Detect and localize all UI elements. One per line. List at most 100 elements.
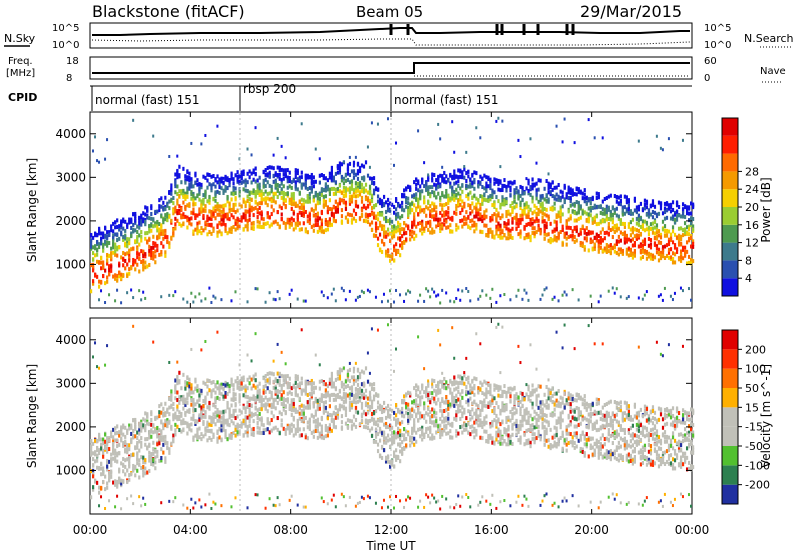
nave-label: Nave xyxy=(760,66,786,77)
power-mark xyxy=(264,168,267,173)
power-mark xyxy=(380,212,384,217)
power-mark xyxy=(429,230,432,235)
velocity-mark xyxy=(272,385,275,390)
power-mark xyxy=(106,275,109,280)
power-mark xyxy=(194,181,197,186)
velocity-mark xyxy=(174,387,177,392)
velocity-mark xyxy=(220,382,223,387)
power-mark xyxy=(501,230,504,235)
power-mark xyxy=(453,181,456,186)
power-mark xyxy=(447,225,450,230)
power-mark xyxy=(180,207,183,212)
power-mark xyxy=(531,199,534,204)
power-mark xyxy=(352,171,356,176)
power-mark xyxy=(350,181,354,186)
power-mark xyxy=(649,203,653,208)
power-mark xyxy=(136,239,139,244)
velocity-mark xyxy=(262,390,265,395)
velocity-mark xyxy=(282,401,285,406)
power-mark xyxy=(370,199,374,204)
power-mark xyxy=(599,219,602,224)
power-mark xyxy=(427,187,430,192)
velocity-mark xyxy=(232,430,235,435)
power-mark xyxy=(587,212,590,217)
power-mark xyxy=(296,168,299,173)
power-mark xyxy=(146,231,149,236)
power-mark xyxy=(403,227,406,232)
velocity-mark xyxy=(316,398,319,403)
velocity-mark xyxy=(230,403,233,408)
velocity-mark xyxy=(110,458,113,463)
velocity-mark xyxy=(188,392,191,397)
power-mark xyxy=(216,212,219,217)
power-mark xyxy=(525,177,528,181)
velocity-mark xyxy=(300,403,303,408)
velocity-mark xyxy=(206,424,209,429)
power-mark xyxy=(112,245,115,250)
power-mark xyxy=(435,186,438,191)
power-mark xyxy=(509,185,512,190)
power-mark xyxy=(366,288,369,292)
power-mark xyxy=(511,220,514,225)
power-mark xyxy=(681,228,685,233)
velocity-mark xyxy=(192,413,195,418)
power-mark xyxy=(403,299,406,303)
velocity-mark xyxy=(108,474,111,479)
velocity-mark xyxy=(244,423,247,428)
power-mark xyxy=(318,228,321,233)
power-mark xyxy=(222,207,225,212)
power-mark xyxy=(627,237,630,242)
power-mark xyxy=(174,205,177,210)
velocity-mark xyxy=(256,408,259,413)
power-mark xyxy=(182,191,185,196)
velocity-mark xyxy=(260,404,263,409)
power-mark xyxy=(441,213,444,218)
power-mark xyxy=(519,217,522,222)
power-mark xyxy=(242,187,245,192)
power-mark xyxy=(689,244,693,249)
power-mark xyxy=(208,182,211,187)
power-mark xyxy=(354,181,358,186)
velocity-mark xyxy=(304,415,307,420)
power-mark xyxy=(182,212,185,217)
power-mark xyxy=(461,175,464,180)
velocity-mark xyxy=(244,406,247,411)
power-mark xyxy=(288,217,291,222)
power-mark xyxy=(435,183,438,188)
power-mark xyxy=(453,150,456,154)
power-mark xyxy=(627,203,630,208)
power-mark xyxy=(298,190,301,195)
power-mark xyxy=(100,260,103,265)
velocity-mark xyxy=(236,380,239,385)
power-mark xyxy=(264,184,267,189)
power-mark xyxy=(140,249,143,254)
velocity-mark xyxy=(288,407,291,412)
power-mark xyxy=(619,247,622,252)
velocity-mark xyxy=(172,433,175,438)
power-mark xyxy=(529,207,532,212)
velocity-mark xyxy=(254,332,257,336)
power-mark xyxy=(455,174,458,179)
power-mark xyxy=(681,256,685,261)
power-mark xyxy=(445,188,448,193)
power-mark xyxy=(541,193,544,198)
power-mark xyxy=(192,202,195,207)
power-mark xyxy=(659,146,662,150)
freq-panel: Freq. [MHz] 18 8 60 0 Nave xyxy=(6,56,786,84)
power-mark xyxy=(132,222,135,227)
power-mark xyxy=(216,189,219,194)
velocity-mark xyxy=(172,439,175,444)
power-mark xyxy=(561,194,564,199)
velocity-mark xyxy=(120,425,123,430)
power-mark xyxy=(631,217,634,222)
power-mark xyxy=(268,197,271,202)
power-mark xyxy=(188,203,191,208)
velocity-mark xyxy=(208,415,211,420)
power-mark xyxy=(629,252,632,257)
power-mark xyxy=(635,228,639,233)
power-mark xyxy=(409,290,412,294)
power-mark xyxy=(595,214,598,219)
power-mark xyxy=(549,192,552,197)
velocity-mark xyxy=(230,419,233,424)
velocity-mark xyxy=(244,394,247,399)
